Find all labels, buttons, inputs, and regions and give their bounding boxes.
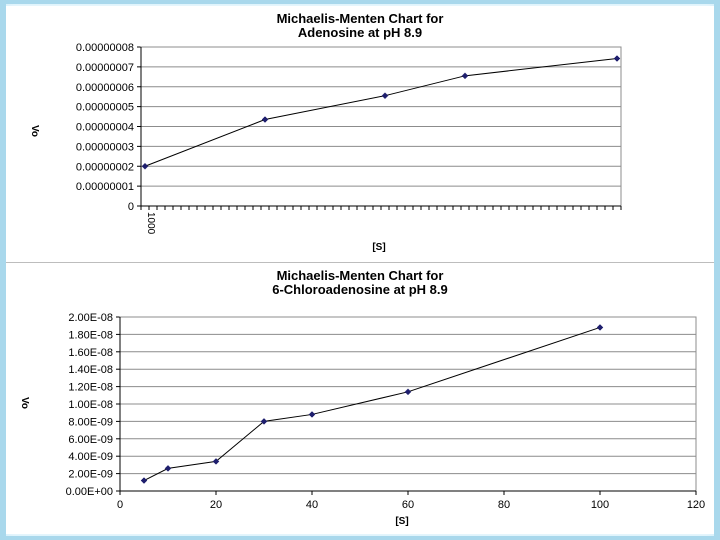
x-tick-label: 100 [591, 499, 609, 511]
data-point [461, 72, 469, 80]
x-tick-labels: 0 20 40 60 80 100 120 [117, 491, 705, 511]
series-line [141, 55, 621, 170]
y-tick-label: 0.00E+00 [66, 486, 113, 498]
x-tick-label: 80 [498, 499, 510, 511]
x-tick-label: 1000 [145, 212, 156, 235]
data-point [260, 418, 268, 425]
y-tick-label: 2.00E-08 [68, 312, 113, 324]
x-axis-label: [S] [395, 516, 408, 527]
chart-title-line2: 6-Chloroadenosine at pH 8.9 [272, 282, 448, 297]
x-tick-label: 0 [117, 499, 123, 511]
y-tick-label: 0.00000008 [76, 42, 134, 54]
grid-lines [137, 46, 622, 207]
chart-title-line1: Michaelis-Menten Chart for [277, 11, 444, 26]
y-tick-label: 1.20E-08 [68, 382, 113, 394]
y-axis-label: Vo [29, 125, 40, 137]
x-tick-label: 120 [687, 499, 705, 511]
data-point [140, 477, 148, 484]
data-point [404, 388, 412, 396]
y-tick-label: 0.00000003 [76, 141, 134, 153]
y-tick-label: 0.00000004 [76, 122, 134, 134]
data-point [596, 324, 604, 331]
data-point [212, 458, 220, 465]
y-tick-label: 1.60E-08 [68, 347, 113, 359]
chart-title-line1: Michaelis-Menten Chart for [277, 268, 444, 283]
y-tick-label: 2.00E-09 [68, 469, 113, 481]
chart-title-line2: Adenosine at pH 8.9 [298, 25, 422, 40]
y-tick-labels: 2.00E-08 1.80E-08 1.60E-08 1.40E-08 1.20E-08… [66, 312, 113, 498]
x-tick-label: 60 [402, 499, 414, 511]
data-point [261, 116, 269, 123]
chart-divider [6, 262, 714, 263]
x-tick-label: 20 [210, 499, 222, 511]
adenosine-chart-panel: Michaelis-Menten Chart for Adenosine at … [6, 6, 714, 262]
y-tick-label: 0 [128, 201, 134, 213]
grid-lines [116, 316, 697, 492]
data-point [141, 162, 149, 170]
y-tick-label: 1.80E-08 [68, 329, 113, 341]
data-line [144, 58, 618, 167]
x-axis-label: [S] [372, 242, 385, 253]
chloroadenosine-chart-panel: Michaelis-Menten Chart for 6-Chloroadeno… [6, 263, 714, 534]
y-tick-label: 4.00E-09 [68, 451, 113, 463]
x-tick-label: 40 [306, 499, 318, 511]
y-tick-label: 0.00000005 [76, 102, 134, 114]
data-point [381, 92, 389, 100]
data-point [613, 55, 621, 62]
y-tick-label: 6.00E-09 [68, 434, 113, 446]
y-tick-label: 0.00000002 [76, 161, 134, 173]
x-tick-marks [140, 206, 622, 210]
y-tick-label: 1.40E-08 [68, 364, 113, 376]
y-tick-label: 0.00000006 [76, 82, 134, 94]
adenosine-chart: Michaelis-Menten Chart for Adenosine at … [29, 11, 622, 253]
data-point [164, 465, 172, 472]
data-point [308, 411, 316, 418]
y-tick-label: 8.00E-09 [68, 416, 113, 428]
y-tick-label: 0.00000007 [76, 62, 134, 74]
y-tick-labels: 0.00000008 0.00000007 0.00000006 0.00000005… [76, 42, 134, 213]
y-tick-label: 1.00E-08 [68, 399, 113, 411]
y-tick-label: 0.00000001 [76, 181, 134, 193]
y-axis-label: Vo [19, 397, 30, 409]
series-line [140, 324, 604, 484]
chloroadenosine-chart: Michaelis-Menten Chart for 6-Chloroadeno… [19, 268, 705, 527]
